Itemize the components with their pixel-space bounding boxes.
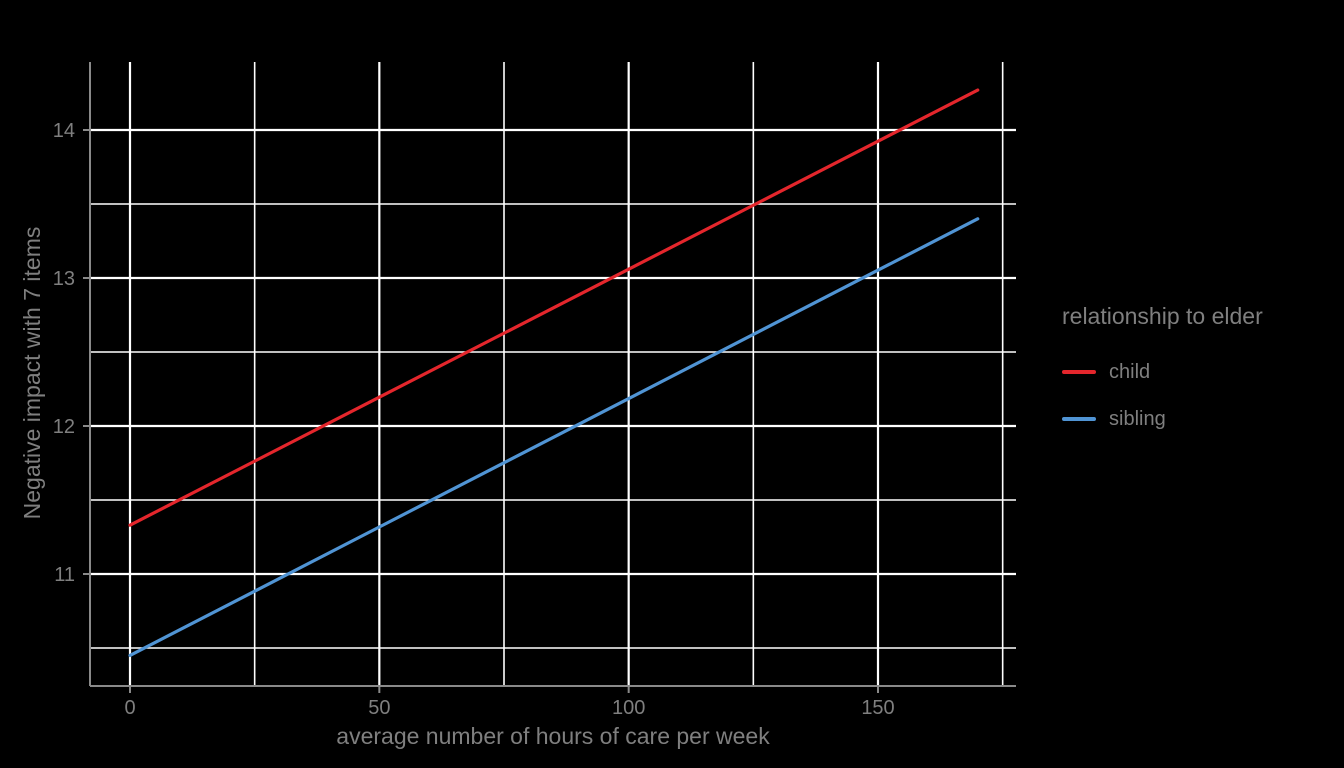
series-line-sibling bbox=[128, 217, 980, 658]
legend-item-child: child bbox=[1062, 360, 1344, 384]
y-tick-label: 13 bbox=[53, 268, 75, 290]
y-axis-label: Negative impact with 7 items bbox=[19, 226, 45, 520]
legend-items: child sibling bbox=[1062, 360, 1344, 431]
legend-item-sibling: sibling bbox=[1062, 407, 1344, 431]
x-tick-label: 150 bbox=[861, 697, 894, 719]
y-tick-label: 14 bbox=[53, 120, 75, 142]
x-tick-label: 0 bbox=[124, 697, 135, 719]
legend-label-sibling: sibling bbox=[1109, 407, 1166, 430]
x-axis-label: average number of hours of care per week bbox=[336, 723, 770, 749]
series-line-child bbox=[128, 88, 980, 527]
legend-label-child: child bbox=[1109, 360, 1151, 383]
x-tick-label: 100 bbox=[612, 697, 645, 719]
y-tick-label: 12 bbox=[53, 416, 75, 438]
legend-swatch-child bbox=[1062, 370, 1096, 374]
axes bbox=[83, 62, 1016, 693]
major-gridlines bbox=[90, 62, 1016, 686]
series-lines bbox=[128, 88, 980, 658]
minor-gridlines bbox=[90, 62, 1016, 686]
legend: relationship to elder child sibling bbox=[1062, 303, 1344, 454]
legend-title: relationship to elder bbox=[1062, 303, 1263, 329]
legend-swatch-sibling bbox=[1062, 417, 1096, 421]
x-tick-label: 50 bbox=[368, 697, 390, 719]
tick-labels: 11 12 13 14 0 50 100 150 bbox=[53, 120, 895, 719]
y-tick-label: 11 bbox=[54, 564, 75, 586]
